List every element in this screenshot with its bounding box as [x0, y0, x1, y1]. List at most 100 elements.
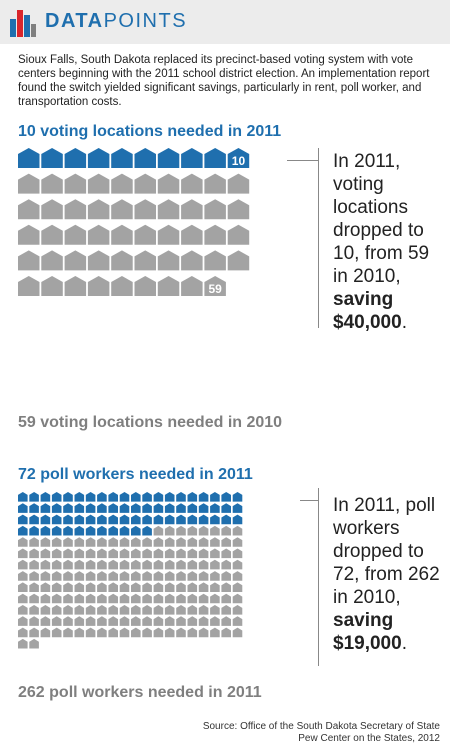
icon-2011 [131, 492, 141, 502]
workers-callout-connector [300, 500, 319, 501]
icon-2011 [232, 514, 243, 525]
icon-2011 [40, 525, 51, 536]
icon-2010 [18, 250, 40, 271]
icon-2010 [221, 571, 231, 581]
icon-2010 [18, 638, 28, 649]
icon-2011 [63, 514, 73, 525]
icon-2010 [142, 537, 152, 547]
icon-2011 [51, 492, 62, 502]
icon-2010 [18, 582, 28, 592]
icon-2011 [142, 525, 152, 536]
icon-2010 [210, 627, 220, 638]
icon-2011 [221, 492, 231, 502]
icon-2010 [153, 593, 164, 604]
icon-2010 [51, 537, 62, 547]
icon-2010 [40, 571, 51, 581]
icon-2010 [221, 537, 231, 547]
icon-2010 [176, 616, 186, 626]
icon-2010 [111, 173, 133, 194]
icon-2010 [210, 616, 220, 626]
icon-2010 [232, 525, 243, 536]
icon-2010 [198, 537, 209, 547]
icon-2011 [85, 492, 96, 502]
icon-2010 [134, 199, 156, 220]
icon-2011 [198, 503, 209, 513]
icon-2010 [157, 276, 180, 296]
icon-2010 [119, 605, 130, 615]
icon-2010 [74, 559, 85, 570]
icon-2011 [108, 525, 118, 536]
icon-2011 [85, 503, 96, 513]
icon-2010 [74, 537, 85, 547]
workers-footer: 262 poll workers needed in 2011 [18, 684, 262, 701]
icon-2010 [153, 582, 164, 592]
locations-footer: 59 voting locations needed in 2010 [18, 414, 283, 431]
icon-2010 [63, 616, 73, 626]
icon-2010 [134, 276, 156, 296]
icon-2011 [29, 525, 39, 536]
icon-2010 [198, 593, 209, 604]
icon-2010 [40, 559, 51, 570]
icon-2011 [51, 514, 62, 525]
icon-2010 [221, 582, 231, 592]
icon-2010 [131, 537, 141, 547]
icon-2010 [18, 571, 28, 581]
icon-2010 [18, 593, 28, 604]
icon-2011 [142, 492, 152, 502]
icon-2010 [198, 582, 209, 592]
locations-callout: In 2011, voting locations dropped to 10,… [333, 151, 430, 333]
icon-2011 [187, 492, 198, 502]
icon-2010 [198, 616, 209, 626]
icon-2010 [210, 582, 220, 592]
icon-2010 [85, 537, 96, 547]
icon-2010 [210, 605, 220, 615]
icon-2010 [153, 605, 164, 615]
icon-2010 [142, 548, 152, 559]
icon-2010 [74, 582, 85, 592]
icon-2010 [40, 548, 51, 559]
icon-2010 [153, 627, 164, 638]
icon-2011 [18, 514, 28, 525]
icon-2010 [221, 605, 231, 615]
icon-2010 [108, 582, 118, 592]
icon-2010 [227, 173, 250, 194]
icon-2010 [227, 199, 250, 220]
icon-2010 [164, 559, 175, 570]
icon-2010 [204, 199, 226, 220]
icon-2011 [97, 492, 107, 502]
label-2010-count: 59 [208, 282, 222, 296]
icon-2010 [111, 276, 133, 296]
icon-2011 [97, 525, 107, 536]
icon-2011 [221, 503, 231, 513]
icon-2010 [153, 559, 164, 570]
icon-2011 [40, 503, 51, 513]
icon-2010 [18, 605, 28, 615]
icon-2010 [63, 537, 73, 547]
icon-2010 [176, 537, 186, 547]
icon-2010 [181, 199, 203, 220]
icon-2010 [41, 276, 63, 296]
source-line-2: Pew Center on the States, 2012 [298, 733, 440, 744]
icon-2010 [187, 605, 198, 615]
icon-2010 [29, 537, 39, 547]
icon-2010 [131, 627, 141, 638]
icon-2010 [51, 559, 62, 570]
icon-2010 [29, 627, 39, 638]
icon-2010 [134, 224, 156, 245]
icon-2010 [187, 593, 198, 604]
icon-2010 [176, 605, 186, 615]
icon-2011 [187, 503, 198, 513]
icon-2010 [64, 224, 87, 245]
icon-2010 [210, 537, 220, 547]
icon-2010 [198, 525, 209, 536]
icon-2010 [176, 582, 186, 592]
icon-2010 [29, 548, 39, 559]
icon-2011 [29, 492, 39, 502]
icon-2010 [164, 537, 175, 547]
header-bar: DATAPOINTS [0, 0, 450, 44]
icon-2010 [87, 250, 110, 271]
icon-2010 [187, 571, 198, 581]
icon-2010 [87, 199, 110, 220]
icon-2011 [198, 492, 209, 502]
icon-2010 [232, 559, 243, 570]
